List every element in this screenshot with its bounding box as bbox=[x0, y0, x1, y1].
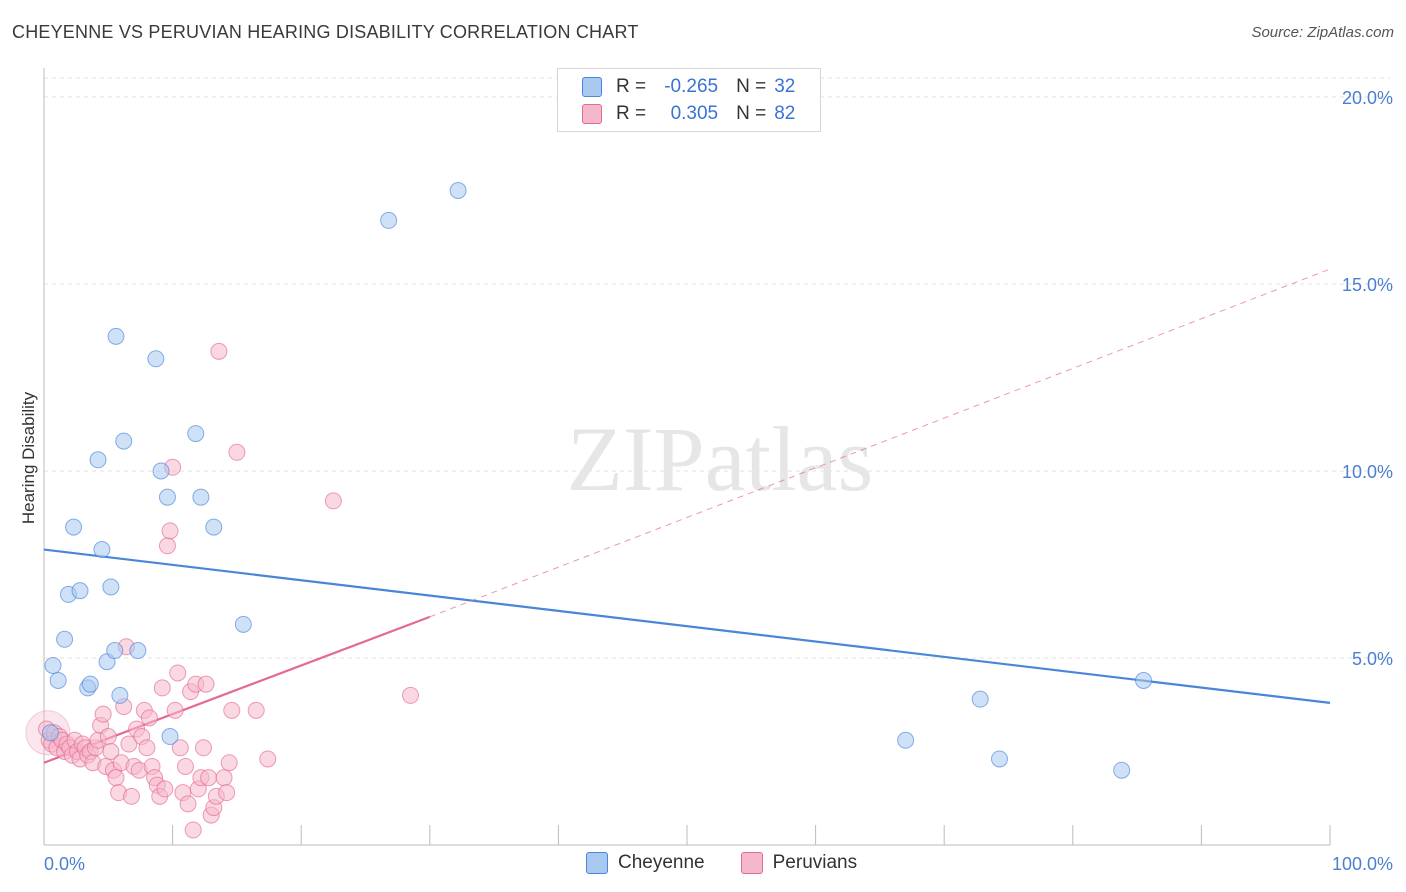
point-cheyenne bbox=[187, 425, 205, 443]
point-cheyenne bbox=[147, 350, 165, 368]
point-cheyenne bbox=[129, 642, 147, 660]
peruvians-swatch bbox=[740, 852, 763, 874]
point-cheyenne bbox=[205, 518, 223, 536]
point-peruvians bbox=[166, 701, 184, 719]
watermark: ZIPatlas bbox=[567, 408, 874, 510]
legend-n-value: 82 bbox=[774, 103, 796, 124]
point-cheyenne bbox=[115, 432, 133, 450]
data-points bbox=[25, 182, 1153, 839]
trend-line-cheyenne bbox=[43, 548, 1331, 704]
point-peruvians bbox=[210, 342, 228, 360]
legend-r-value: -0.265 bbox=[664, 76, 719, 97]
legend-swatch-peruvians bbox=[582, 104, 602, 124]
chart-title: CHEYENNE VS PERUVIAN HEARING DISABILITY … bbox=[12, 22, 639, 42]
point-peruvians bbox=[161, 522, 179, 540]
tick-labels: 5.0% 10.0% 15.0% 20.0% 0.0% 100.0% bbox=[44, 88, 1393, 874]
legend-n-value: 32 bbox=[774, 76, 796, 97]
point-cheyenne bbox=[192, 488, 210, 506]
series-legend-peruvians[interactable]: Peruvians bbox=[740, 852, 858, 874]
point-peruvians bbox=[218, 784, 236, 802]
point-cheyenne bbox=[161, 728, 179, 746]
point-cheyenne bbox=[152, 462, 170, 480]
point-peruvians bbox=[138, 739, 156, 757]
point-peruvians bbox=[102, 743, 120, 760]
point-cheyenne bbox=[1135, 671, 1153, 689]
point-cheyenne bbox=[449, 182, 467, 199]
point-peruvians bbox=[223, 701, 241, 719]
point-peruvians bbox=[228, 443, 246, 461]
point-peruvians bbox=[122, 787, 140, 805]
x-tick-label: 100.0% bbox=[1332, 854, 1393, 874]
legend-swatch-cheyenne bbox=[582, 77, 602, 97]
point-peruvians bbox=[158, 537, 176, 555]
cheyenne-swatch bbox=[586, 852, 608, 874]
legend-n-label: N = bbox=[736, 76, 767, 97]
point-peruvians bbox=[184, 821, 202, 839]
point-cheyenne bbox=[897, 731, 915, 749]
point-cheyenne bbox=[106, 642, 124, 660]
y-tick-label: 20.0% bbox=[1342, 88, 1393, 108]
point-peruvians bbox=[156, 780, 174, 798]
point-cheyenne bbox=[380, 211, 398, 229]
point-cheyenne bbox=[102, 578, 120, 596]
point-peruvians bbox=[176, 757, 194, 775]
point-peruvians bbox=[324, 492, 342, 510]
point-peruvians bbox=[200, 769, 218, 787]
point-peruvians bbox=[402, 686, 420, 704]
point-peruvians bbox=[194, 739, 212, 757]
cheyenne-label: Cheyenne bbox=[618, 852, 705, 873]
point-peruvians bbox=[197, 675, 215, 693]
gridlines bbox=[44, 77, 1390, 659]
point-cheyenne bbox=[44, 656, 62, 674]
trend-lines bbox=[43, 268, 1331, 764]
point-cheyenne bbox=[41, 724, 59, 742]
legend-row-peruvians: R = 0.305 N = 82 bbox=[582, 101, 795, 127]
point-cheyenne bbox=[65, 518, 83, 536]
point-peruvians bbox=[220, 754, 238, 772]
point-cheyenne bbox=[71, 582, 89, 600]
point-cheyenne bbox=[971, 690, 989, 708]
point-peruvians bbox=[259, 750, 277, 768]
y-tick-label: 15.0% bbox=[1342, 275, 1393, 295]
axes bbox=[43, 68, 1331, 846]
point-cheyenne bbox=[234, 615, 252, 633]
y-tick-label: 5.0% bbox=[1352, 649, 1393, 669]
point-peruvians bbox=[215, 769, 233, 787]
point-cheyenne bbox=[111, 686, 129, 704]
point-peruvians bbox=[99, 728, 117, 746]
point-cheyenne bbox=[93, 541, 111, 559]
point-cheyenne bbox=[990, 750, 1008, 768]
point-cheyenne bbox=[89, 451, 107, 469]
point-cheyenne bbox=[49, 671, 67, 689]
legend-r-label: R = bbox=[616, 76, 647, 97]
series-legend-cheyenne[interactable]: Cheyenne bbox=[586, 852, 705, 874]
correlation-legend: R = -0.265 N = 32 R = 0.305 N = 82 bbox=[557, 68, 821, 132]
legend-n-label: N = bbox=[736, 103, 767, 124]
legend-r-value: 0.305 bbox=[670, 103, 719, 124]
point-cheyenne bbox=[81, 675, 99, 693]
point-cheyenne bbox=[158, 488, 176, 506]
x-tick-label: 0.0% bbox=[44, 854, 85, 874]
point-peruvians bbox=[94, 705, 112, 723]
point-cheyenne bbox=[1113, 761, 1131, 779]
point-peruvians bbox=[140, 709, 158, 727]
series-legend: Cheyenne Peruvians bbox=[586, 852, 893, 874]
legend-r-label: R = bbox=[616, 103, 647, 124]
point-peruvians bbox=[107, 769, 125, 787]
point-cheyenne bbox=[56, 630, 74, 648]
point-peruvians bbox=[153, 679, 171, 697]
trend-extension-peruvians bbox=[429, 268, 1331, 618]
legend-row-cheyenne: R = -0.265 N = 32 bbox=[582, 74, 795, 100]
point-peruvians bbox=[179, 795, 197, 813]
point-cheyenne bbox=[107, 327, 125, 345]
point-peruvians bbox=[120, 735, 138, 753]
point-peruvians bbox=[171, 739, 189, 757]
point-peruvians bbox=[169, 664, 187, 682]
peruvians-label: Peruvians bbox=[772, 852, 858, 873]
y-axis-label: Hearing Disability bbox=[19, 391, 38, 524]
y-tick-label: 10.0% bbox=[1342, 462, 1393, 482]
source-label: Source: ZipAtlas.com bbox=[1251, 24, 1394, 41]
point-peruvians bbox=[247, 701, 265, 719]
